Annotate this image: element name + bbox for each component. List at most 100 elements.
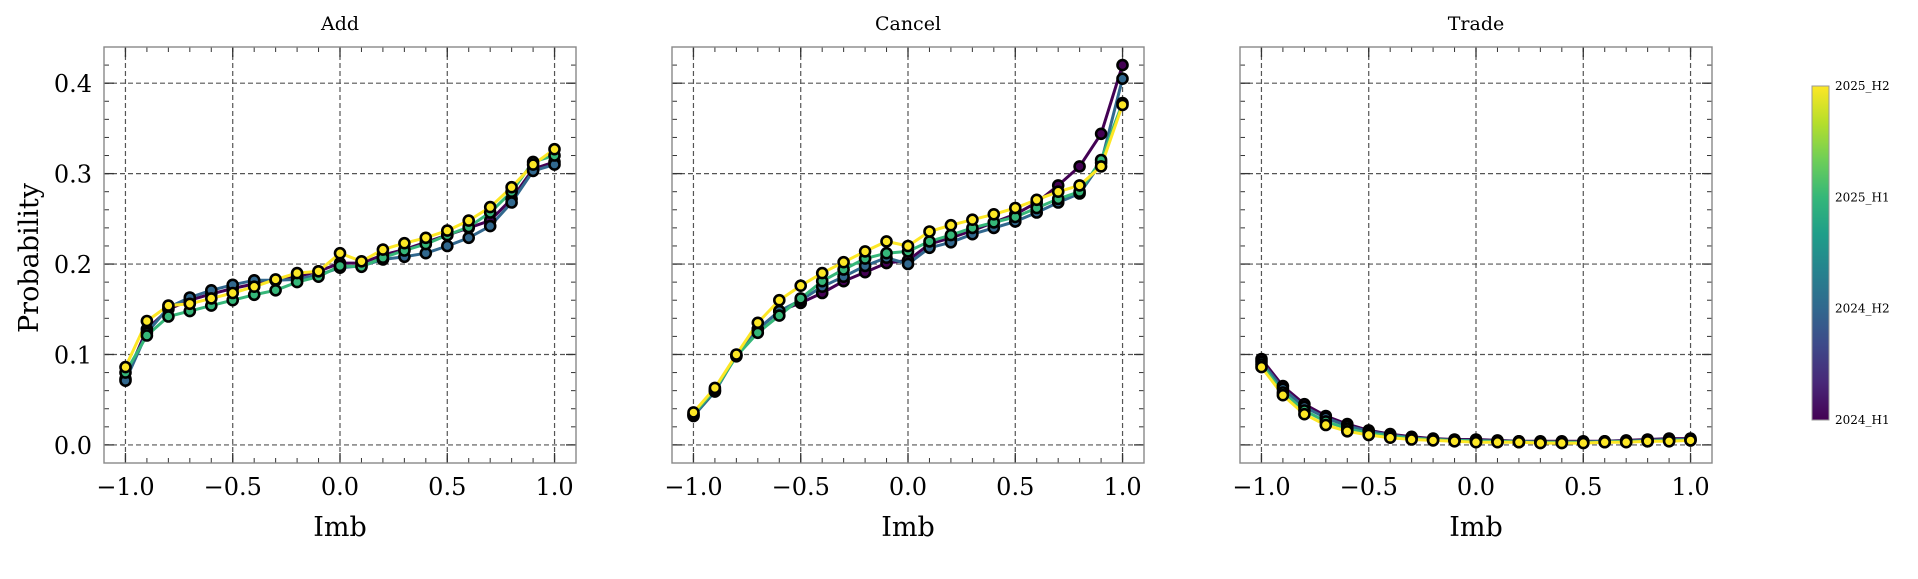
data-point-2025_H2 xyxy=(333,246,347,260)
y-tick-label: 0.2 xyxy=(54,251,92,279)
axes-frame xyxy=(1239,46,1713,464)
data-point-2025_H1 xyxy=(944,228,958,242)
colorbar-tick-label: 2025_H1 xyxy=(1835,190,1890,204)
y-tick-label: 0.0 xyxy=(54,432,92,460)
data-point-2025_H2 xyxy=(526,158,540,171)
data-point-2025_H2 xyxy=(1116,98,1129,112)
data-point-2025_H1 xyxy=(880,246,893,260)
data-point-2024_H1 xyxy=(1116,58,1129,72)
data-point-2025_H2 xyxy=(1094,160,1108,173)
data-point-2025_H2 xyxy=(419,231,433,245)
x-tick-label: −0.5 xyxy=(1340,473,1398,501)
data-point-2025_H2 xyxy=(1577,436,1590,450)
data-point-2025_H2 xyxy=(1448,434,1461,448)
x-tick-label: 0.5 xyxy=(996,473,1034,501)
data-point-2025_H2 xyxy=(815,266,829,280)
data-point-2025_H2 xyxy=(483,200,497,214)
data-point-2025_H2 xyxy=(1030,193,1043,207)
x-axis-label: Imb xyxy=(1449,512,1503,543)
data-point-2024_H2 xyxy=(483,219,497,233)
data-point-2025_H2 xyxy=(505,180,518,194)
data-point-2025_H2 xyxy=(1383,431,1397,445)
data-point-2025_H2 xyxy=(1051,185,1065,198)
data-point-2025_H2 xyxy=(548,142,561,156)
data-point-2025_H2 xyxy=(1255,360,1268,374)
data-point-2025_H2 xyxy=(794,279,808,293)
data-point-2025_H2 xyxy=(1641,434,1654,448)
data-point-2025_H1 xyxy=(140,329,154,342)
data-point-2025_H1 xyxy=(794,292,808,305)
y-tick-label: 0.4 xyxy=(54,70,92,98)
data-point-2025_H2 xyxy=(312,264,325,278)
data-point-2025_H2 xyxy=(1469,435,1483,449)
data-point-2025_H1 xyxy=(269,283,282,297)
data-point-2024_H2 xyxy=(505,196,518,209)
colorbar-tick-label: 2024_H2 xyxy=(1835,302,1890,316)
data-point-2025_H2 xyxy=(858,245,872,258)
chart-panel-add: Add −1.0 −0.5 0.0 0.5 1.0 0.0 0.1 0.2 0.3 0.4 Imb xyxy=(54,13,577,543)
data-point-2025_H2 xyxy=(1405,433,1418,446)
x-tick-label: 0.0 xyxy=(321,473,359,501)
data-point-2025_H2 xyxy=(1512,435,1526,449)
data-point-2025_H2 xyxy=(1319,418,1333,432)
colorbar-gradient xyxy=(1811,85,1830,421)
chart-panel-cancel: Cancel −1.0 −0.5 0.0 0.5 1.0 Imb xyxy=(664,13,1145,543)
data-point-2024_H2 xyxy=(1116,72,1129,85)
x-axis-label: Imb xyxy=(313,512,367,543)
data-point-2025_H2 xyxy=(1008,201,1022,215)
data-point-2025_H2 xyxy=(462,214,476,227)
data-point-2025_H2 xyxy=(398,236,411,250)
x-tick-label: 1.0 xyxy=(1671,473,1709,501)
chart-title: Cancel xyxy=(875,13,941,35)
data-point-2025_H2 xyxy=(1073,179,1086,192)
colorbar-tick-label: 2025_H2 xyxy=(1835,79,1890,93)
data-point-2024_H1 xyxy=(1094,127,1108,141)
data-point-2024_H2 xyxy=(901,257,915,271)
x-tick-label: −0.5 xyxy=(772,473,830,501)
axes-frame xyxy=(671,46,1145,464)
data-point-2025_H2 xyxy=(1341,424,1354,438)
data-point-2025_H2 xyxy=(247,280,261,294)
x-tick-label: 1.0 xyxy=(1103,473,1141,501)
data-point-2025_H2 xyxy=(376,243,390,256)
data-point-2025_H1 xyxy=(333,259,347,273)
data-point-2025_H2 xyxy=(1276,388,1290,402)
x-tick-label: −0.5 xyxy=(204,473,262,501)
data-point-2025_H1 xyxy=(923,235,936,248)
chart-panels: Add−1.0 −0.5 0.0 0.5 1.00.00.10.20.30.4ImbCa… xyxy=(54,13,1713,543)
data-point-2025_H2 xyxy=(880,235,893,248)
colorbar: 2025_H2 2025_H1 2024_H2 2024_H1 xyxy=(1811,79,1890,427)
y-tick-label: 0.3 xyxy=(54,161,92,189)
data-point-2025_H2 xyxy=(119,360,132,374)
data-point-2025_H2 xyxy=(290,266,304,280)
data-point-2025_H1 xyxy=(162,310,175,323)
x-tick-label: −1.0 xyxy=(96,473,154,501)
x-tick-label: 0.5 xyxy=(1564,473,1602,501)
data-point-2025_H2 xyxy=(1598,435,1611,449)
data-point-2025_H1 xyxy=(772,309,786,322)
data-point-2025_H2 xyxy=(269,273,282,286)
data-point-2025_H2 xyxy=(966,213,979,226)
data-point-2025_H2 xyxy=(162,299,175,312)
data-point-2025_H2 xyxy=(944,218,958,232)
data-point-2025_H2 xyxy=(205,292,218,305)
data-point-2025_H2 xyxy=(1534,436,1547,450)
x-tick-label: −1.0 xyxy=(1232,473,1290,501)
data-point-2025_H2 xyxy=(1662,434,1676,448)
x-axis-label: Imb xyxy=(881,512,935,543)
data-point-2024_H2 xyxy=(462,231,476,245)
data-point-2025_H2 xyxy=(183,297,197,311)
data-point-2025_H2 xyxy=(1362,428,1375,442)
colorbar-tick-label: 2024_H1 xyxy=(1835,413,1890,427)
data-point-2025_H2 xyxy=(730,348,743,361)
x-tick-label: 0.5 xyxy=(428,473,466,501)
data-point-2025_H2 xyxy=(1619,435,1633,449)
data-point-2025_H2 xyxy=(987,208,1001,221)
data-point-2025_H2 xyxy=(1684,434,1697,447)
data-point-2025_H2 xyxy=(923,225,936,238)
data-point-2025_H2 xyxy=(687,406,700,419)
data-point-2025_H2 xyxy=(440,224,454,237)
x-tick-label: 1.0 xyxy=(535,473,573,501)
data-point-2025_H2 xyxy=(1426,434,1440,447)
data-point-2024_H1 xyxy=(1073,160,1086,173)
